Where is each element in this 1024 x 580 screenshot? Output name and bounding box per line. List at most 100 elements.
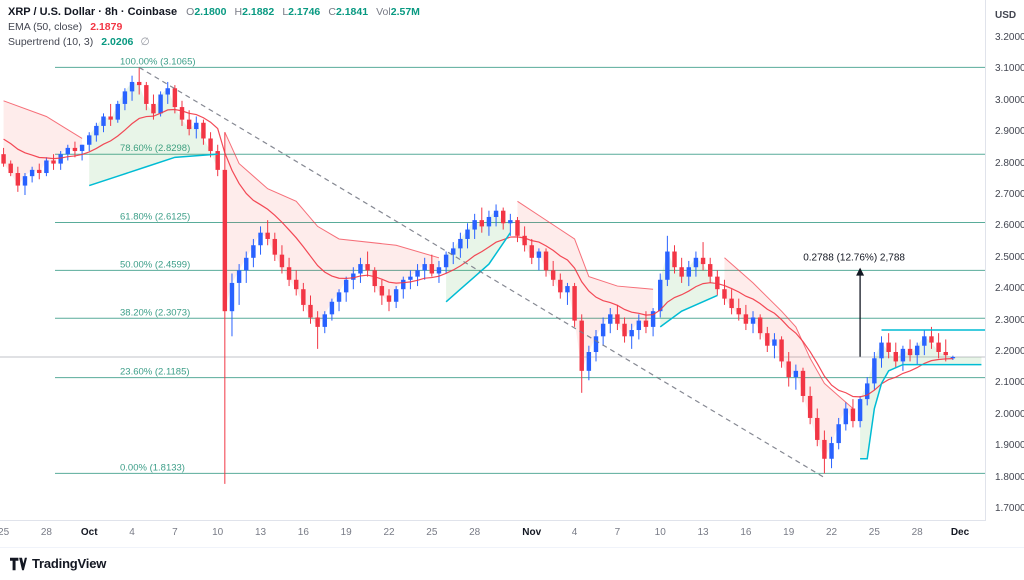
- candle-body: [900, 348, 906, 362]
- candle-body: [165, 88, 170, 95]
- candle-body: [872, 358, 877, 384]
- candle-body: [215, 151, 220, 170]
- candle-body: [201, 122, 206, 139]
- chart-legend: XRP / U.S. Dollar · 8h · Coinbase O2.180…: [8, 6, 425, 50]
- candle-body: [729, 298, 734, 309]
- candle-body: [336, 292, 342, 302]
- candle-body: [372, 270, 377, 287]
- candle-body: [500, 210, 506, 224]
- supertrend-line-up[interactable]: [659, 294, 718, 328]
- candle-body: [158, 94, 163, 114]
- candle-body: [572, 286, 577, 321]
- chart-canvas[interactable]: 100.00% (3.1065) 78.60% (2.8298) 61.80% (2…: [0, 0, 986, 521]
- candle-body: [658, 279, 663, 312]
- supertrend-line-down[interactable]: [517, 200, 654, 290]
- candle-body: [1, 154, 6, 164]
- time-axis-label: 25: [426, 527, 438, 538]
- supertrend-fill-up: [446, 210, 511, 302]
- candle-body: [79, 144, 85, 152]
- candle-body: [807, 395, 813, 418]
- time-axis-label: 4: [571, 527, 578, 538]
- time-axis[interactable]: 25 28 Oct 4 7 10 13 16 19 22 25 28 Nov 4 7 10 13 16 19 22 25…: [0, 521, 985, 546]
- price-chart[interactable]: 100.00% (3.1065) 78.60% (2.8298) 61.80% (2…: [0, 0, 985, 520]
- supertrend-line-up[interactable]: [88, 153, 218, 187]
- candle-body: [244, 257, 249, 271]
- price-axis-label: 2.4000: [995, 283, 1024, 295]
- candle-body: [558, 279, 563, 293]
- candle-body: [465, 229, 470, 239]
- time-axis-label: 28: [911, 527, 923, 538]
- candle-body: [543, 251, 549, 271]
- time-axis-label: 10: [654, 527, 666, 538]
- candle-body: [401, 279, 406, 290]
- candle-body: [122, 91, 128, 104]
- candle-body: [286, 267, 292, 280]
- price-axis-label: 3.0000: [995, 94, 1024, 106]
- price-axis-label: 1.9000: [995, 440, 1024, 452]
- ohlc-high: H2.1882: [234, 6, 275, 18]
- supertrend-line-down[interactable]: [224, 131, 440, 259]
- candle-body: [536, 251, 542, 258]
- candle-body: [615, 314, 620, 324]
- candle-body: [586, 352, 592, 371]
- price-axis-label: 2.7000: [995, 189, 1024, 200]
- candle-body: [315, 317, 320, 327]
- candle-body: [779, 339, 784, 362]
- candle-body: [508, 220, 513, 224]
- candle-body: [322, 314, 327, 327]
- supertrend-indicator-value: 2.0206: [101, 35, 134, 48]
- measurement-arrowhead: [856, 267, 865, 276]
- candle-body: [786, 361, 791, 378]
- supertrend-line-down[interactable]: [3, 100, 83, 139]
- time-axis-label: 10: [212, 527, 224, 538]
- candle-body: [715, 276, 720, 290]
- price-axis-label: 1.7000: [995, 503, 1024, 514]
- candle-body: [458, 238, 463, 249]
- trendline-dashed[interactable]: [138, 66, 825, 479]
- candle-body: [29, 169, 35, 177]
- price-axis-label: 2.6000: [995, 220, 1024, 232]
- candle-body: [8, 163, 13, 174]
- candle-body: [186, 119, 192, 130]
- currency-label: USD: [995, 10, 1017, 21]
- candle-body: [108, 116, 113, 120]
- time-axis-label: Dec: [950, 527, 970, 538]
- candle-body: [379, 286, 385, 296]
- fib-level-label: 38.20% (2.3073): [120, 307, 190, 318]
- candle-body: [415, 270, 420, 277]
- supertrend-line-up[interactable]: [860, 363, 982, 460]
- symbol-legend-row[interactable]: XRP / U.S. Dollar · 8h · Coinbase O2.180…: [8, 6, 425, 20]
- candle-body: [408, 276, 413, 280]
- fib-level-label: 61.80% (2.6125): [120, 211, 190, 222]
- time-axis-label: 4: [129, 527, 135, 538]
- fib-level-label: 23.60% (2.1185): [120, 367, 190, 378]
- candle-body: [172, 88, 178, 108]
- candle-body: [101, 116, 106, 126]
- time-axis-label: 13: [254, 527, 267, 538]
- price-axis-label: 2.3000: [995, 314, 1024, 326]
- candle-body: [51, 160, 56, 164]
- candle-body: [565, 286, 570, 293]
- ema-line[interactable]: [3, 108, 953, 398]
- ohlc-open: O2.1800: [186, 6, 227, 18]
- ema-legend-row[interactable]: EMA (50, close) 2.1879: [8, 21, 425, 35]
- candle-body: [72, 147, 78, 152]
- candle-body: [879, 342, 884, 359]
- candle-body: [436, 267, 442, 274]
- candle-body: [44, 160, 49, 174]
- tradingview-logo-text: TradingView: [32, 556, 107, 571]
- candle-body: [358, 264, 363, 274]
- price-axis[interactable]: USD 3.2000 3.1000 3.0000 2.9000 2.8000 2.7000…: [986, 0, 1024, 546]
- candle-body: [815, 417, 820, 440]
- time-axis-label: 22: [383, 527, 395, 538]
- supertrend-line-down[interactable]: [724, 257, 854, 409]
- candle-body: [258, 232, 263, 246]
- supertrend-line-up[interactable]: [445, 232, 511, 303]
- candle-body: [429, 264, 435, 274]
- candle-body: [493, 210, 499, 217]
- tradingview-logo[interactable]: TradingView: [10, 556, 106, 571]
- candle-body: [486, 216, 492, 227]
- candle-body: [593, 336, 599, 353]
- candle-body: [579, 320, 584, 371]
- supertrend-legend-row[interactable]: Supertrend (10, 3) 2.0206 ∅: [8, 36, 425, 50]
